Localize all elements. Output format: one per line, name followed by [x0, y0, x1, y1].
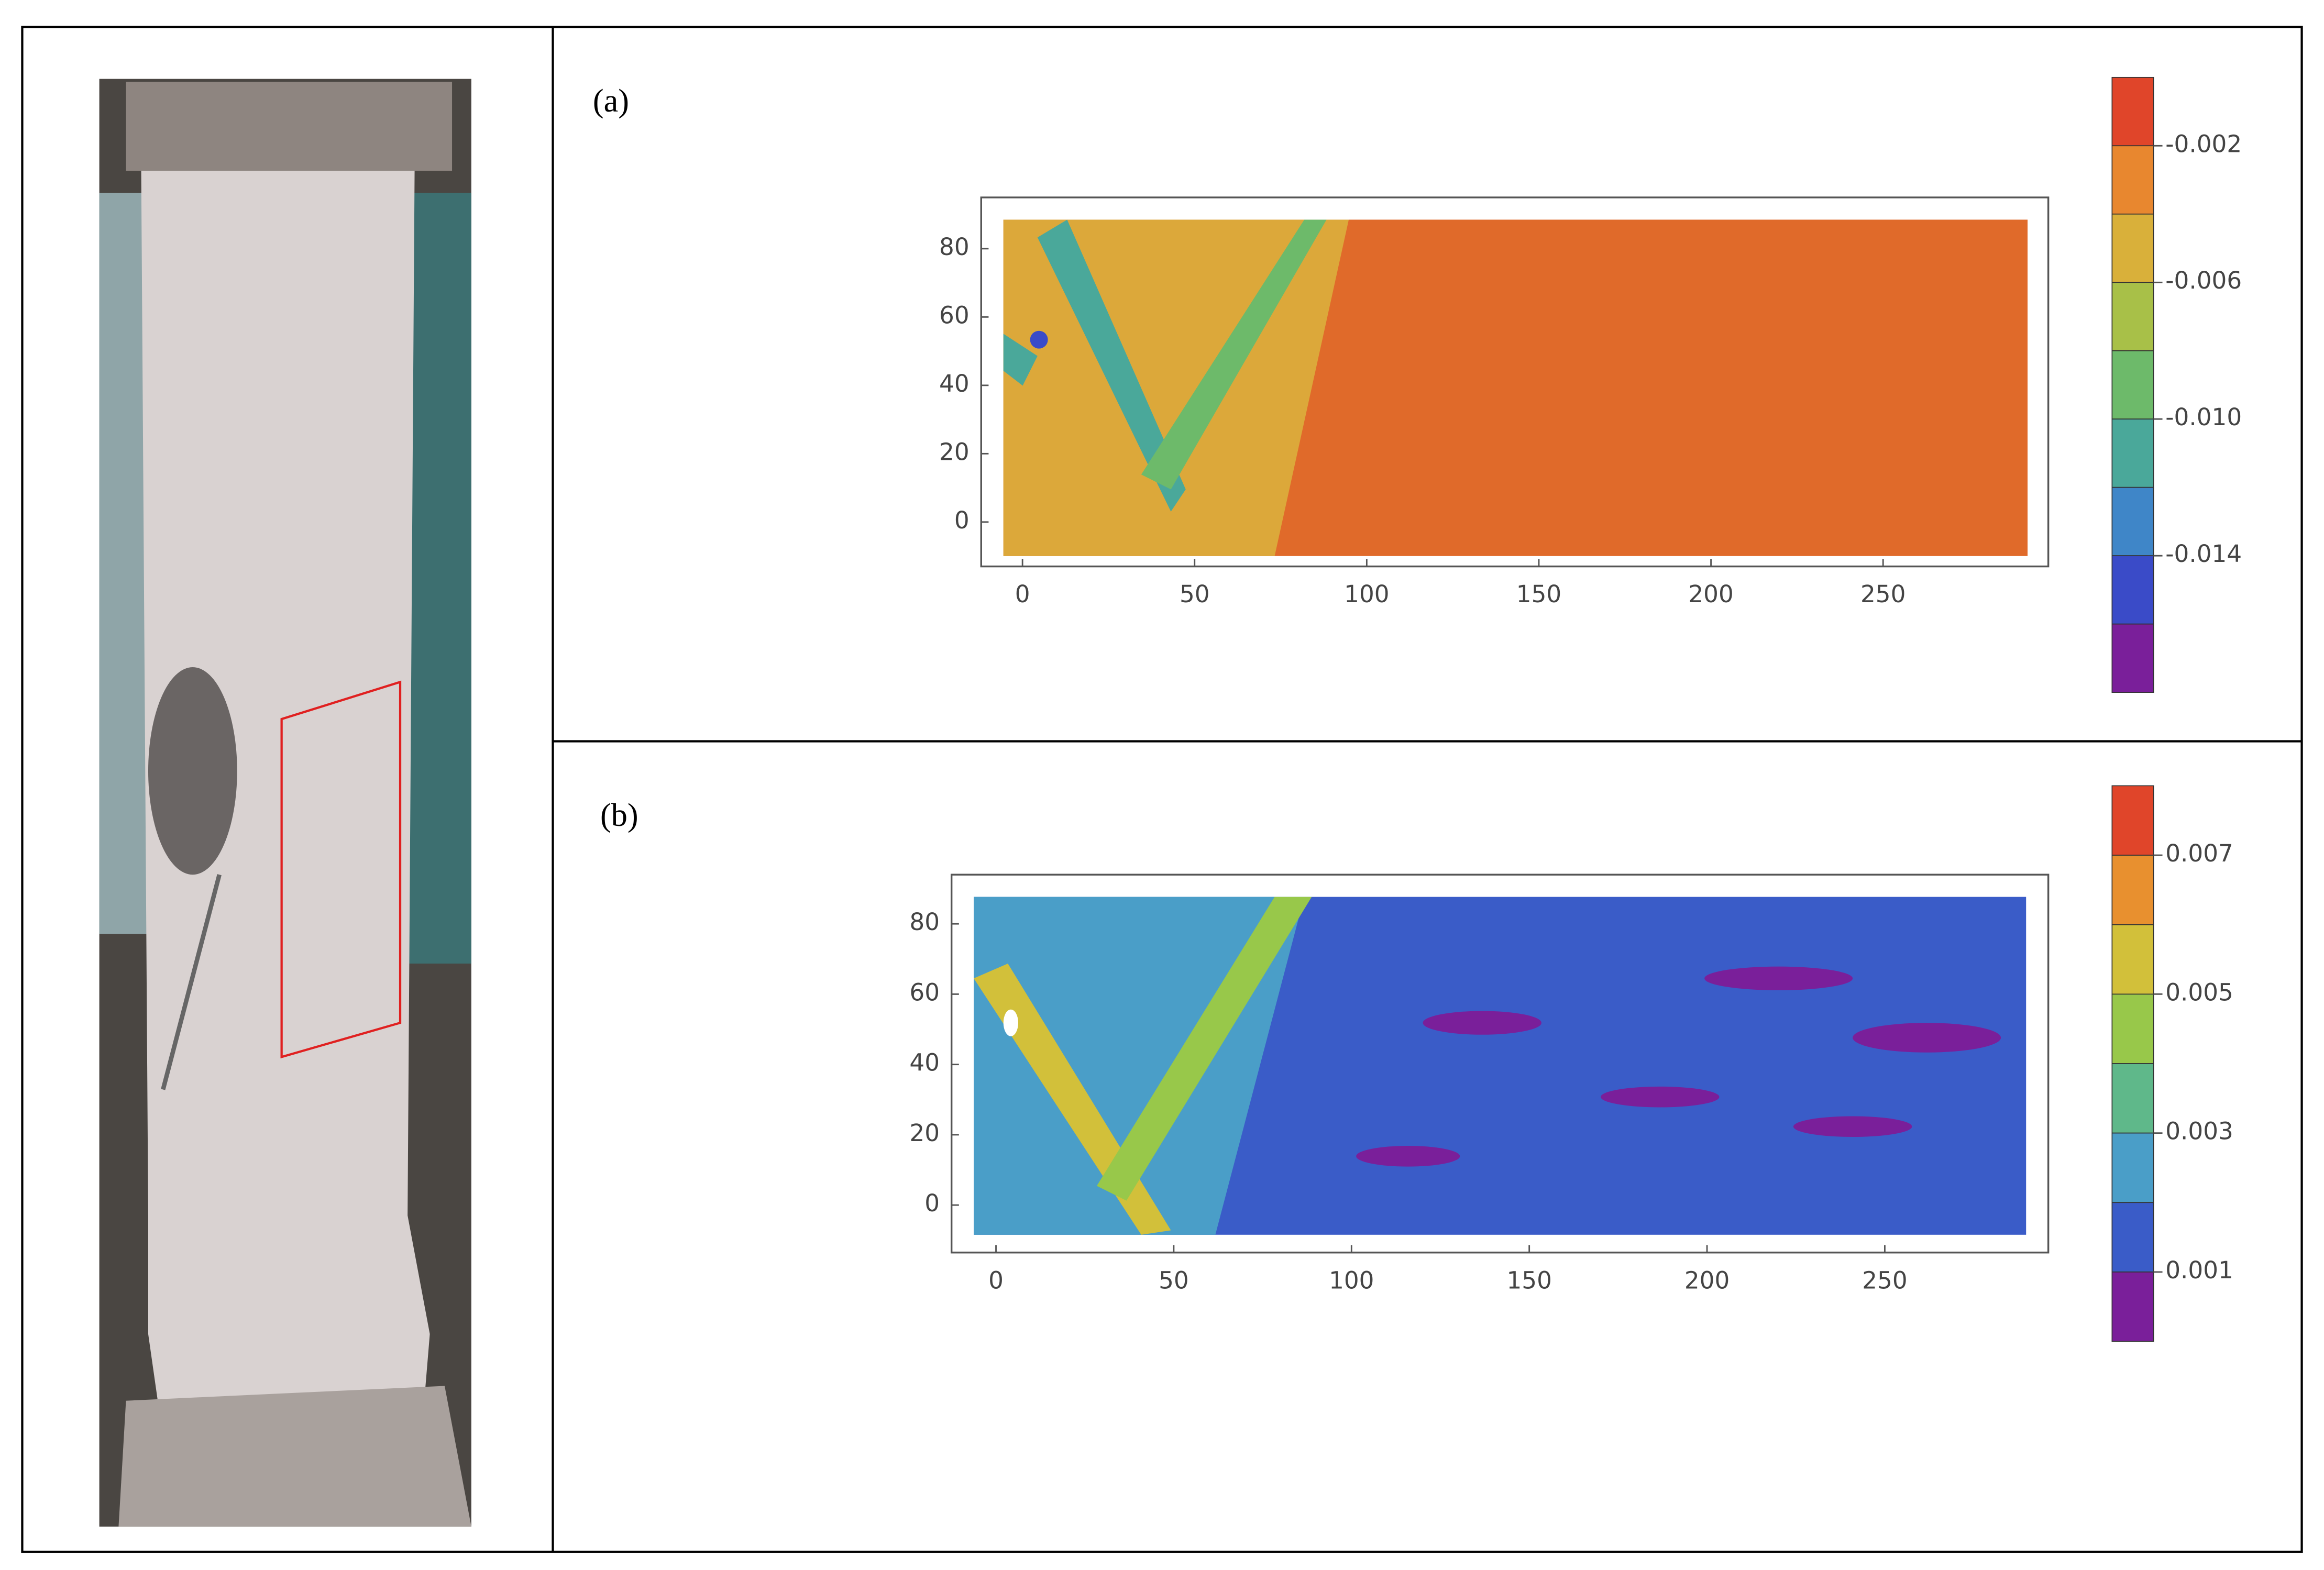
- colorbar-tick-label: 0.001: [2165, 1256, 2233, 1284]
- x-tick-label: 50: [1159, 1266, 1189, 1294]
- colorbar-band: [2111, 213, 2154, 283]
- colorbar-tick-label: 0.005: [2165, 978, 2233, 1006]
- x-tick-label: 100: [1344, 580, 1389, 608]
- y-tick-label: 80: [939, 233, 970, 261]
- colorbar-band: [2111, 1132, 2154, 1203]
- x-tick-label: 200: [1684, 1266, 1730, 1294]
- plot-frame: [950, 874, 2050, 1254]
- y-tick-label: 80: [909, 908, 940, 936]
- y-tick-label: 40: [909, 1049, 940, 1077]
- y-tick-label: 20: [939, 438, 970, 466]
- colorbar-tick-label: -0.014: [2165, 540, 2242, 568]
- y-tick-label: 60: [909, 978, 940, 1006]
- colorbar-tick-label: 0.003: [2165, 1118, 2233, 1145]
- y-tick-label: 40: [939, 370, 970, 397]
- colorbar-tick-label: -0.006: [2165, 267, 2242, 294]
- colorbar-band: [2111, 1272, 2154, 1342]
- colorbar-band: [2111, 555, 2154, 625]
- y-tick-label: 60: [939, 301, 970, 329]
- colorbar-band: [2111, 418, 2154, 488]
- colorbar-band: [2111, 76, 2154, 147]
- colorbar-band: [2111, 1063, 2154, 1134]
- x-tick-label: 0: [1015, 580, 1030, 608]
- panel-label: (a): [593, 83, 629, 119]
- x-tick-label: 0: [988, 1266, 1004, 1294]
- x-tick-label: 150: [1516, 580, 1561, 608]
- x-tick-label: 50: [1180, 580, 1210, 608]
- colorbar-tick-label: -0.010: [2165, 403, 2242, 431]
- x-tick-label: 200: [1688, 580, 1733, 608]
- colorbar-band: [2111, 924, 2154, 995]
- colorbar-tick-label: -0.002: [2165, 130, 2242, 158]
- y-tick-label: 0: [924, 1189, 940, 1217]
- panel-label: (b): [600, 798, 638, 833]
- colorbar-band: [2111, 350, 2154, 420]
- plot-frame: [980, 196, 2050, 568]
- x-tick-label: 100: [1329, 1266, 1374, 1294]
- y-tick-label: 20: [909, 1119, 940, 1147]
- colorbar-band: [2111, 487, 2154, 557]
- figure-border: [21, 26, 2303, 1553]
- field-b: [974, 897, 2026, 1235]
- x-tick-label: 150: [1506, 1266, 1551, 1294]
- field-a: [1003, 219, 2028, 556]
- colorbar-band: [2111, 993, 2154, 1064]
- colorbar-band: [2111, 785, 2154, 856]
- colorbar-tick-label: 0.007: [2165, 839, 2233, 867]
- colorbar-band: [2111, 855, 2154, 925]
- x-tick-label: 250: [1860, 580, 1906, 608]
- x-tick-label: 250: [1862, 1266, 1907, 1294]
- colorbar-band: [2111, 1202, 2154, 1273]
- y-tick-label: 0: [954, 506, 970, 534]
- colorbar-band: [2111, 623, 2154, 693]
- colorbar-band: [2111, 145, 2154, 215]
- photo: [99, 79, 471, 1527]
- colorbar-band: [2111, 282, 2154, 351]
